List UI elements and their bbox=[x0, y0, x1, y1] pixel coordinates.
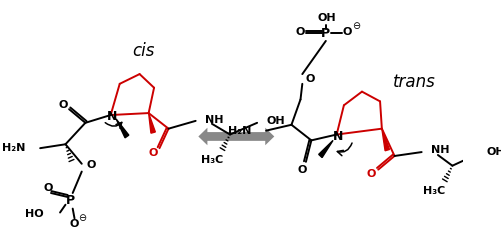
Text: OH: OH bbox=[317, 13, 335, 22]
Text: OH: OH bbox=[266, 116, 284, 126]
Text: O: O bbox=[148, 148, 157, 158]
Polygon shape bbox=[381, 129, 389, 151]
Text: H₂N: H₂N bbox=[228, 126, 251, 136]
Text: O: O bbox=[305, 74, 315, 84]
Text: cis: cis bbox=[132, 42, 154, 60]
Text: HO: HO bbox=[25, 210, 44, 219]
Text: P: P bbox=[321, 27, 330, 40]
Text: O: O bbox=[86, 160, 96, 170]
Polygon shape bbox=[318, 140, 332, 158]
Text: N: N bbox=[107, 109, 117, 123]
Text: trans: trans bbox=[392, 73, 435, 91]
Text: H₃C: H₃C bbox=[422, 186, 444, 196]
Text: NH: NH bbox=[430, 145, 448, 155]
Polygon shape bbox=[198, 128, 274, 145]
Text: ⊖: ⊖ bbox=[79, 213, 87, 223]
Polygon shape bbox=[148, 113, 155, 133]
Text: O: O bbox=[70, 219, 79, 229]
Text: OH: OH bbox=[486, 147, 501, 157]
Text: P: P bbox=[66, 194, 75, 207]
Text: O: O bbox=[297, 165, 307, 175]
Text: O: O bbox=[366, 169, 375, 180]
Text: H₃C: H₃C bbox=[200, 155, 222, 165]
Text: O: O bbox=[342, 27, 352, 37]
Polygon shape bbox=[116, 119, 129, 138]
Text: N: N bbox=[333, 130, 343, 143]
Text: H₂N: H₂N bbox=[3, 143, 26, 153]
Text: O: O bbox=[59, 100, 68, 110]
Text: NH: NH bbox=[204, 115, 223, 125]
Text: O: O bbox=[44, 183, 53, 193]
Text: ⊖: ⊖ bbox=[352, 21, 360, 31]
Text: O: O bbox=[295, 27, 305, 37]
